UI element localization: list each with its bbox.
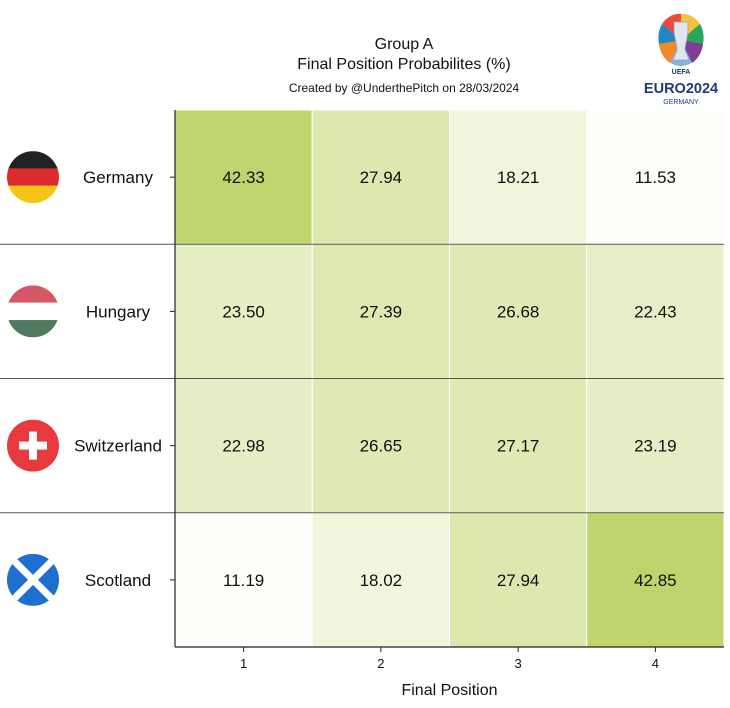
cell-value-label: 26.65 xyxy=(360,437,403,456)
x-axis-title: Final Position xyxy=(401,682,498,699)
heatmap-cell xyxy=(311,243,450,379)
heatmap-cell xyxy=(311,109,450,245)
heatmap-cell xyxy=(311,512,450,648)
heatmap-cell xyxy=(586,512,725,648)
cell-value-label: 23.50 xyxy=(222,302,265,321)
cell-value-label: 23.19 xyxy=(634,437,677,456)
cell-value-label: 22.98 xyxy=(222,437,265,456)
logo-euro-text: EURO2024 xyxy=(644,81,718,97)
axes xyxy=(170,110,724,652)
scotland-flag-icon xyxy=(7,553,59,606)
cell-value-label: 27.39 xyxy=(360,302,403,321)
y-tick-label: Hungary xyxy=(86,302,151,321)
x-tick-label: 2 xyxy=(377,656,384,671)
switzerland-flag-icon xyxy=(7,419,59,472)
cell-value-label: 42.85 xyxy=(634,571,677,590)
heatmap-cell xyxy=(311,378,450,514)
heatmap-cell xyxy=(449,109,588,245)
hungary-flag-icon xyxy=(7,285,59,338)
heatmap-cell xyxy=(174,378,313,514)
heatmap-cell xyxy=(449,243,588,379)
y-tick-label: Germany xyxy=(83,168,153,187)
logo-country-text: GERMANY xyxy=(663,99,699,106)
cell-value-label: 42.33 xyxy=(222,168,265,187)
euro2024-logo: UEFA EURO2024 GERMANY xyxy=(644,13,718,106)
x-axis-labels: 1 2 3 4 xyxy=(240,656,659,671)
cell-value-label: 26.68 xyxy=(497,302,540,321)
logo-uefa-text: UEFA xyxy=(672,69,691,76)
heatmap-cell xyxy=(586,109,725,245)
y-axis-labels: Germany Hungary Switzerland Scotland xyxy=(74,168,162,590)
chart-subtitle: Created by @UnderthePitch on 28/03/2024 xyxy=(288,81,520,95)
x-tick-label: 1 xyxy=(240,656,247,671)
cell-value-label: 18.21 xyxy=(497,168,540,187)
chart-title: Group A xyxy=(374,36,434,53)
chart-title-line-2: Final Position Probabilites (%) xyxy=(297,56,511,73)
team-flags xyxy=(7,151,59,606)
x-tick-label: 3 xyxy=(515,656,522,671)
cell-value-label: 18.02 xyxy=(360,571,403,590)
heatmap-cell xyxy=(586,243,725,379)
trophy-icon xyxy=(658,13,704,66)
cell-value-label: 27.94 xyxy=(497,571,540,590)
heatmap-cell xyxy=(449,512,588,648)
cell-value-label: 27.94 xyxy=(360,168,403,187)
cell-value-label: 22.43 xyxy=(634,302,677,321)
heatmap-cell xyxy=(586,378,725,514)
cell-value-label: 11.53 xyxy=(635,168,676,187)
y-tick-label: Switzerland xyxy=(74,437,162,456)
y-tick-label: Scotland xyxy=(85,571,151,590)
row-dividers xyxy=(0,243,724,514)
germany-flag-icon xyxy=(7,151,59,204)
x-tick-label: 4 xyxy=(652,656,659,671)
cell-value-label: 27.17 xyxy=(497,437,540,456)
cell-value-label: 11.19 xyxy=(223,571,264,590)
